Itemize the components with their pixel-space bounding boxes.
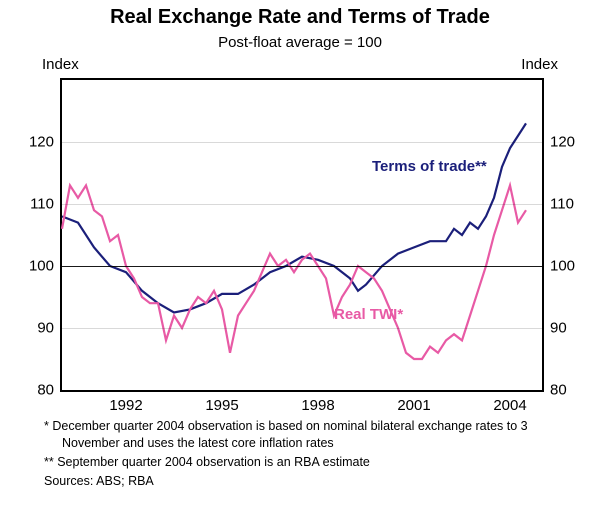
series-svg xyxy=(62,80,542,390)
y-tick-left: 110 xyxy=(18,196,54,213)
series-label-terms-of-trade: Terms of trade** xyxy=(372,158,487,175)
footnotes: * December quarter 2004 observation is b… xyxy=(44,418,580,492)
x-tick: 2004 xyxy=(493,397,526,414)
gridline xyxy=(62,328,542,329)
y-tick-right: 100 xyxy=(550,258,586,275)
footnote-sources: Sources: ABS; RBA xyxy=(44,473,580,490)
y-tick-left: 80 xyxy=(18,382,54,399)
y-tick-left: 100 xyxy=(18,258,54,275)
footnote-star: * December quarter 2004 observation is b… xyxy=(44,418,580,452)
x-tick: 1995 xyxy=(205,397,238,414)
y-axis-label-left: Index xyxy=(42,56,79,73)
y-tick-left: 90 xyxy=(18,320,54,337)
footnote-double-star: ** September quarter 2004 observation is… xyxy=(44,454,580,471)
plot-area: Terms of trade** Real TWI* 8080909010010… xyxy=(60,78,544,392)
x-tick: 1998 xyxy=(301,397,334,414)
y-tick-left: 120 xyxy=(18,134,54,151)
gridline xyxy=(62,204,542,205)
gridline xyxy=(62,142,542,143)
series-terms_of_trade xyxy=(62,123,526,312)
chart-container: Real Exchange Rate and Terms of Trade Po… xyxy=(0,0,600,520)
gridline xyxy=(62,266,542,267)
y-tick-right: 120 xyxy=(550,134,586,151)
y-axis-label-right: Index xyxy=(521,56,558,73)
y-tick-right: 110 xyxy=(550,196,586,213)
series-real_twi xyxy=(62,185,526,359)
x-tick: 2001 xyxy=(397,397,430,414)
chart-subtitle: Post-float average = 100 xyxy=(0,34,600,51)
series-label-real-twi: Real TWI* xyxy=(334,306,403,323)
y-tick-right: 80 xyxy=(550,382,586,399)
y-tick-right: 90 xyxy=(550,320,586,337)
chart-title: Real Exchange Rate and Terms of Trade xyxy=(0,6,600,29)
x-tick: 1992 xyxy=(109,397,142,414)
